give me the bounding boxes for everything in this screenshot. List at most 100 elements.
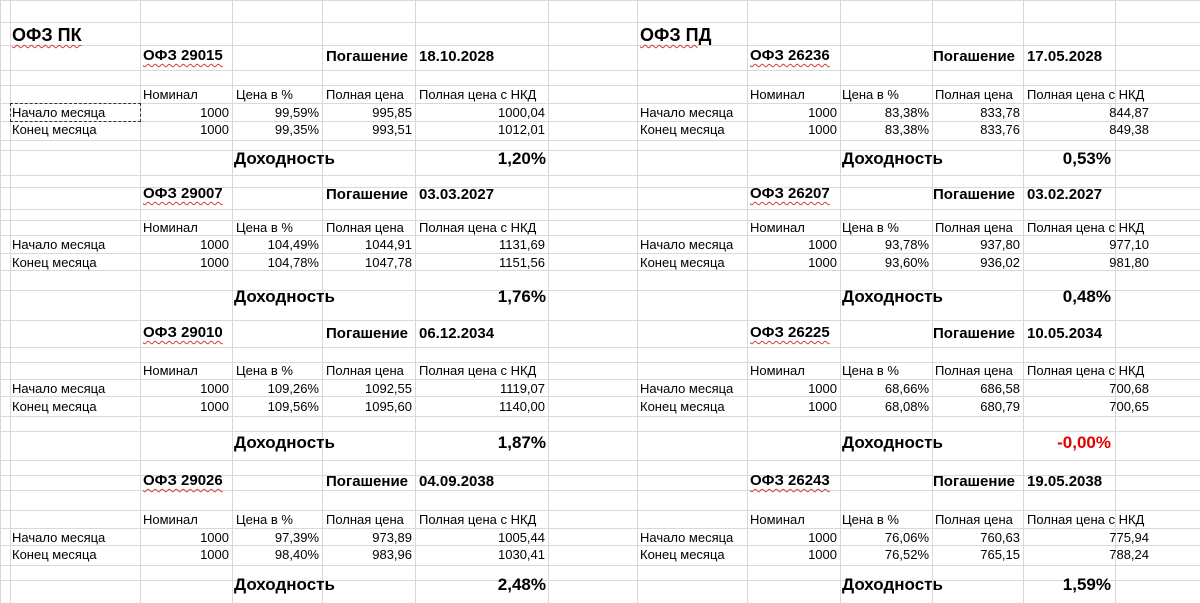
cell-full-price-nkd[interactable]: 849,38 — [1109, 122, 1149, 137]
cell-price-pct[interactable]: 98,40% — [274, 547, 319, 562]
cell-full-price-nkd[interactable]: 1151,56 — [498, 255, 545, 270]
bond-name[interactable]: ОФЗ 29007 — [143, 185, 223, 202]
yield-value[interactable]: 1,20% — [497, 149, 546, 168]
maturity-date[interactable]: 19.05.2038 — [1027, 473, 1103, 490]
column-header-price-pct[interactable]: Цена в % — [236, 512, 293, 527]
column-header-price-pct[interactable]: Цена в % — [842, 363, 899, 378]
cell-nominal[interactable]: 1000 — [808, 105, 837, 120]
cell-full-price-nkd[interactable]: 1012,01 — [498, 122, 545, 137]
bond-name[interactable]: ОФЗ 26236 — [750, 47, 830, 64]
yield-label[interactable]: Доходность — [842, 575, 943, 594]
maturity-date[interactable]: 03.02.2027 — [1027, 186, 1103, 203]
maturity-date[interactable]: 18.10.2028 — [419, 48, 495, 65]
yield-label[interactable]: Доходность — [234, 433, 335, 452]
column-header-full-price[interactable]: Полная цена — [326, 220, 404, 235]
row-label-start[interactable]: Начало месяца — [640, 105, 734, 120]
column-header-full-price-nkd[interactable]: Полная цена с НКД — [419, 512, 537, 527]
cell-full-price-nkd[interactable]: 788,24 — [1109, 547, 1149, 562]
yield-value[interactable]: 1,87% — [497, 433, 546, 452]
section-title[interactable]: ОФЗ ПК — [12, 25, 82, 45]
row-label-start[interactable]: Начало месяца — [12, 530, 106, 545]
maturity-date[interactable]: 03.03.2027 — [419, 186, 495, 203]
maturity-label[interactable]: Погашение — [933, 325, 1016, 342]
cell-full-price-nkd[interactable]: 1030,41 — [498, 547, 545, 562]
yield-label[interactable]: Доходность — [842, 287, 943, 306]
column-header-full-price[interactable]: Полная цена — [935, 87, 1013, 102]
cell-price-pct[interactable]: 93,78% — [884, 237, 929, 252]
column-header-full-price-nkd[interactable]: Полная цена с НКД — [1027, 87, 1145, 102]
row-label-start[interactable]: Начало месяца — [12, 105, 106, 120]
cell-price-pct[interactable]: 68,08% — [884, 399, 929, 414]
column-header-nominal[interactable]: Номинал — [143, 220, 198, 235]
row-label-start[interactable]: Начало месяца — [640, 381, 734, 396]
column-header-price-pct[interactable]: Цена в % — [842, 512, 899, 527]
maturity-date[interactable]: 10.05.2034 — [1027, 325, 1103, 342]
cell-price-pct[interactable]: 104,78% — [267, 255, 319, 270]
cell-nominal[interactable]: 1000 — [808, 547, 837, 562]
cell-nominal[interactable]: 1000 — [200, 122, 229, 137]
cell-full-price-nkd[interactable]: 1131,69 — [498, 237, 545, 252]
column-header-price-pct[interactable]: Цена в % — [236, 363, 293, 378]
cell-full-price[interactable]: 936,02 — [980, 255, 1020, 270]
yield-label[interactable]: Доходность — [842, 149, 943, 168]
cell-nominal[interactable]: 1000 — [200, 105, 229, 120]
cell-nominal[interactable]: 1000 — [808, 399, 837, 414]
column-header-full-price-nkd[interactable]: Полная цена с НКД — [419, 87, 537, 102]
row-label-end[interactable]: Конец месяца — [640, 547, 725, 562]
cell-price-pct[interactable]: 68,66% — [884, 381, 929, 396]
maturity-date[interactable]: 04.09.2038 — [419, 473, 495, 490]
column-header-price-pct[interactable]: Цена в % — [236, 87, 293, 102]
cell-nominal[interactable]: 1000 — [200, 399, 229, 414]
yield-value[interactable]: 1,59% — [1062, 575, 1111, 594]
cell-price-pct[interactable]: 93,60% — [884, 255, 929, 270]
cell-price-pct[interactable]: 99,59% — [274, 105, 319, 120]
cell-full-price-nkd[interactable]: 844,87 — [1109, 105, 1149, 120]
cell-nominal[interactable]: 1000 — [200, 547, 229, 562]
column-header-full-price[interactable]: Полная цена — [326, 87, 404, 102]
cell-full-price[interactable]: 833,76 — [980, 122, 1020, 137]
column-header-full-price-nkd[interactable]: Полная цена с НКД — [419, 363, 537, 378]
cell-nominal[interactable]: 1000 — [808, 122, 837, 137]
cell-full-price-nkd[interactable]: 1005,44 — [498, 530, 545, 545]
cell-full-price[interactable]: 765,15 — [980, 547, 1020, 562]
column-header-price-pct[interactable]: Цена в % — [842, 87, 899, 102]
row-label-start[interactable]: Начало месяца — [640, 237, 734, 252]
column-header-full-price-nkd[interactable]: Полная цена с НКД — [419, 220, 537, 235]
cell-full-price[interactable]: 973,89 — [372, 530, 412, 545]
cell-nominal[interactable]: 1000 — [808, 255, 837, 270]
row-label-end[interactable]: Конец месяца — [640, 122, 725, 137]
row-label-start[interactable]: Начало месяца — [12, 237, 106, 252]
column-header-full-price-nkd[interactable]: Полная цена с НКД — [1027, 220, 1145, 235]
cell-price-pct[interactable]: 83,38% — [884, 105, 929, 120]
cell-full-price[interactable]: 1095,60 — [365, 399, 412, 414]
cell-full-price[interactable]: 1044,91 — [365, 237, 412, 252]
row-label-start[interactable]: Начало месяца — [640, 530, 734, 545]
column-header-nominal[interactable]: Номинал — [750, 220, 805, 235]
maturity-label[interactable]: Погашение — [933, 48, 1016, 65]
yield-value[interactable]: 0,48% — [1062, 287, 1111, 306]
row-label-end[interactable]: Конец месяца — [12, 255, 97, 270]
column-header-price-pct[interactable]: Цена в % — [236, 220, 293, 235]
column-header-nominal[interactable]: Номинал — [143, 363, 198, 378]
column-header-full-price[interactable]: Полная цена — [326, 512, 404, 527]
cell-full-price[interactable]: 983,96 — [372, 547, 412, 562]
cell-nominal[interactable]: 1000 — [200, 255, 229, 270]
maturity-label[interactable]: Погашение — [933, 473, 1016, 490]
row-label-end[interactable]: Конец месяца — [12, 547, 97, 562]
cell-full-price[interactable]: 993,51 — [372, 122, 412, 137]
cell-nominal[interactable]: 1000 — [200, 530, 229, 545]
maturity-label[interactable]: Погашение — [326, 473, 409, 490]
column-header-nominal[interactable]: Номинал — [750, 363, 805, 378]
yield-value[interactable]: 2,48% — [497, 575, 546, 594]
cell-nominal[interactable]: 1000 — [808, 530, 837, 545]
column-header-full-price-nkd[interactable]: Полная цена с НКД — [1027, 512, 1145, 527]
cell-full-price[interactable]: 1047,78 — [365, 255, 412, 270]
yield-value[interactable]: 0,53% — [1062, 149, 1111, 168]
yield-label[interactable]: Доходность — [842, 433, 943, 452]
maturity-date[interactable]: 17.05.2028 — [1027, 48, 1103, 65]
cell-full-price-nkd[interactable]: 981,80 — [1109, 255, 1149, 270]
section-title[interactable]: ОФЗ ПД — [640, 25, 712, 45]
bond-name[interactable]: ОФЗ 29015 — [143, 47, 223, 64]
cell-full-price[interactable]: 680,79 — [980, 399, 1020, 414]
